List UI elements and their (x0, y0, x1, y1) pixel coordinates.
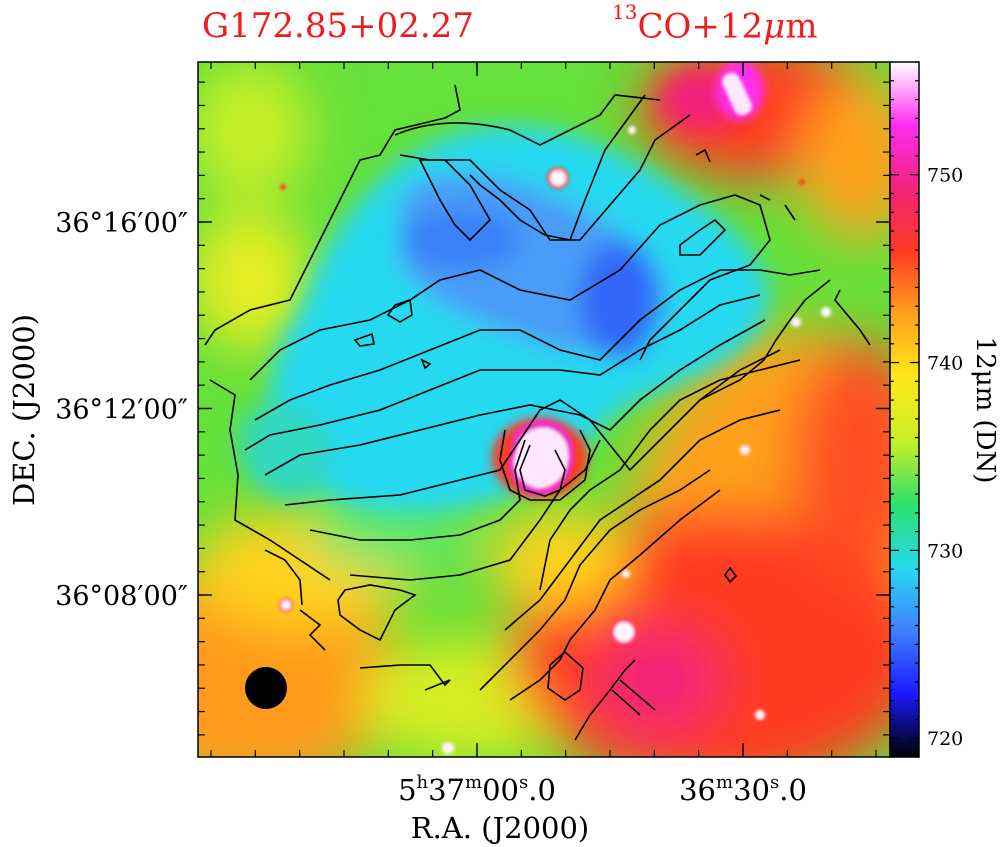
star-2 (614, 622, 634, 642)
contour-17 (284, 349, 781, 506)
contour-1 (204, 84, 461, 346)
tracer-text: CO+12 (637, 6, 764, 47)
chart-title-source: G172.85+02.27 (202, 6, 474, 46)
contour-11 (386, 298, 413, 323)
colorbar-label: 12μm (DN) (970, 337, 1000, 484)
contour-19 (349, 439, 601, 581)
contour-2 (469, 94, 646, 241)
x-axis-label: R.A. (J2000) (411, 811, 590, 845)
region-red-east (790, 340, 890, 580)
y-tick-label: 36°12′00″ (55, 395, 188, 426)
contour-30 (337, 584, 417, 642)
contour-21 (519, 444, 566, 497)
contour-22 (539, 359, 801, 591)
bright-source-core (514, 427, 569, 488)
contour-6 (699, 279, 831, 401)
region-deepblue-core (580, 240, 660, 360)
star-7 (628, 126, 636, 134)
colorbar (890, 62, 919, 757)
contour-33 (724, 566, 738, 584)
y-tick-labels: 36°16′00″ 36°12′00″ 36°08′00″ (55, 208, 188, 612)
star-9 (442, 742, 454, 754)
major-ticks (198, 62, 890, 757)
contour-24 (479, 469, 711, 691)
x-tick-labels: 5h​37m​00s​.0 36m​30s​.0 (398, 772, 807, 807)
region-yellowgreen-northwest (198, 62, 310, 200)
contour-9 (249, 194, 771, 381)
tracer-mu: μ (763, 6, 786, 47)
contour-25 (509, 489, 721, 701)
star-1 (550, 170, 566, 186)
region-yellow-center-south (490, 510, 630, 610)
chart-title-tracers: 13CO+12μm (612, 0, 818, 47)
contour-31 (359, 664, 451, 691)
star-5 (791, 317, 801, 327)
contour-32 (547, 650, 584, 701)
colorbar-ticks (890, 61, 919, 758)
star-10 (622, 570, 630, 578)
contour-34 (695, 148, 711, 163)
x-tick-label: 36m​30s​.0 (679, 772, 807, 807)
contour-10 (679, 218, 727, 256)
contour-27 (611, 679, 656, 716)
region-orange-northeast (800, 80, 890, 240)
contour-29 (299, 609, 326, 651)
region-blue-north (400, 210, 520, 270)
contour-14 (254, 269, 821, 421)
star-6 (821, 307, 831, 317)
contour-13 (420, 358, 432, 370)
star-4 (740, 445, 750, 455)
colorbar-tick-label: 750 (927, 165, 963, 187)
contour-16 (264, 319, 766, 476)
colorbar-tick-label: 730 (927, 540, 963, 562)
star-11 (280, 184, 286, 190)
point-source-north (722, 72, 752, 116)
region-yellow-west (198, 210, 310, 350)
contour-20 (499, 429, 591, 501)
colorbar-frame (889, 61, 920, 758)
contour-4 (394, 94, 661, 146)
star-12 (799, 179, 805, 185)
contour-7 (399, 114, 691, 241)
y-tick-label: 36°16′00″ (55, 208, 188, 239)
contour-12 (353, 332, 375, 347)
contour-15 (244, 294, 761, 451)
contour-23 (504, 409, 781, 631)
colorbar-tick-label: 740 (927, 353, 963, 375)
star-8 (755, 710, 765, 720)
contour-26 (574, 659, 636, 741)
co-contours (204, 84, 871, 741)
y-tick-label: 36°08′00″ (55, 581, 188, 612)
contour-35 (759, 194, 796, 221)
x-tick-label: 5h​37m​00s​.0 (398, 772, 556, 807)
contour-8 (418, 159, 491, 242)
beam-marker (245, 667, 287, 709)
intensity-map (198, 62, 890, 757)
y-axis-label: DEC. (J2000) (7, 314, 41, 506)
contour-5 (834, 289, 871, 346)
contour-18 (309, 439, 526, 541)
contour-28 (264, 549, 303, 606)
isotope-superscript: 13 (612, 0, 638, 24)
contour-3 (209, 379, 331, 581)
tracer-tail: m (785, 6, 818, 47)
star-3 (279, 598, 293, 612)
region-cyan-west (240, 405, 331, 501)
colorbar-tick-labels: 720 730 740 750 (927, 165, 963, 751)
colorbar-tick-label: 720 (927, 728, 963, 750)
